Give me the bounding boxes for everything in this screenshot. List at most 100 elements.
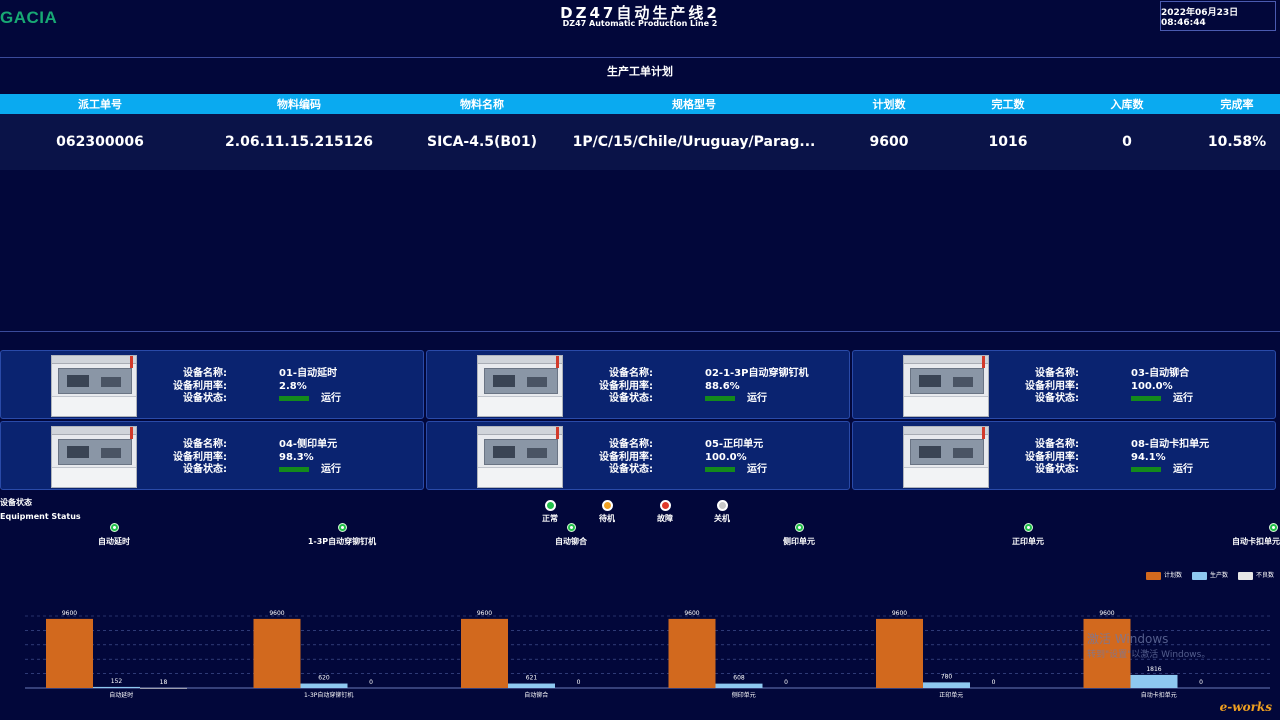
table-cell: 0 bbox=[1122, 134, 1132, 150]
bar-value-label: 152 bbox=[111, 678, 123, 685]
legend-item-produced[interactable]: 生产数 bbox=[1191, 570, 1228, 580]
label-util: 设备利用率: bbox=[599, 380, 653, 392]
plan-table-header: 派工单号 物料编码 物料名称 规格型号 计划数 完工数 入库数 完成率 bbox=[0, 94, 1280, 114]
watermark-line1: 激活 Windows bbox=[1087, 632, 1169, 646]
col-header: 物料编码 bbox=[277, 98, 321, 111]
bar-value-label: 620 bbox=[318, 675, 330, 682]
equipment-status-label: 自动卡扣单元 bbox=[1232, 537, 1280, 546]
bar-value-label: 9600 bbox=[1099, 610, 1114, 617]
x-tick-label: 侧印单元 bbox=[732, 691, 756, 699]
chart-legend: 计划数 生产数 不良数 bbox=[1145, 570, 1274, 580]
col-header: 完成率 bbox=[1220, 98, 1254, 111]
equipment-status-label: 自动铆合 bbox=[555, 537, 587, 546]
equipment-name: 08-自动卡扣单元 bbox=[1131, 439, 1210, 450]
bar[interactable] bbox=[923, 682, 970, 688]
legend-label: 关机 bbox=[714, 514, 730, 523]
equipment-name: 01-自动延时 bbox=[279, 368, 338, 379]
equipment-status: 运行 bbox=[747, 464, 767, 475]
bar[interactable] bbox=[93, 686, 140, 688]
watermark-line2: 转到"设置"以激活 Windows。 bbox=[1087, 650, 1211, 660]
bar[interactable] bbox=[1130, 674, 1178, 688]
label-util: 设备利用率: bbox=[173, 451, 227, 463]
col-header: 物料名称 bbox=[460, 98, 504, 111]
equipment-card[interactable]: 设备名称: 设备利用率: 设备状态: 01-自动延时 2.8% 运行 bbox=[0, 350, 424, 419]
running-status-icon bbox=[794, 523, 804, 532]
bar-value-label: 621 bbox=[526, 675, 538, 682]
bar[interactable] bbox=[461, 618, 508, 688]
equipment-status-label: 正印单元 bbox=[1012, 537, 1044, 546]
equipment-card[interactable]: 设备名称: 设备利用率: 设备状态: 02-1-3P自动穿铆钉机 88.6% 运… bbox=[426, 350, 850, 419]
equipment-values: 01-自动延时 2.8% 运行 bbox=[279, 368, 341, 406]
bar[interactable] bbox=[140, 687, 187, 689]
running-status-icon bbox=[109, 523, 119, 532]
table-cell: SICA-4.5(B01) bbox=[427, 134, 537, 150]
equipment-name: 02-1-3P自动穿铆钉机 bbox=[705, 368, 809, 379]
production-bar-chart: 9600 152 18 自动延时 9600 620 0 1-3P自动穿铆钉机 9600 621 0 自… bbox=[25, 610, 1270, 699]
legend-swatch bbox=[1237, 571, 1253, 580]
equipment-name: 05-正印单元 bbox=[705, 439, 764, 450]
bar[interactable] bbox=[508, 683, 555, 688]
header: GACIA DZ47自动生产线2 DZ47 Automatic Producti… bbox=[0, 0, 1280, 58]
legend-item-defect[interactable]: 不良数 bbox=[1237, 570, 1274, 580]
bar[interactable] bbox=[253, 618, 301, 688]
legend-item-plan[interactable]: 计划数 bbox=[1145, 570, 1182, 580]
label-status: 设备状态: bbox=[609, 393, 653, 404]
equipment-status-item: 自动延时 bbox=[64, 523, 164, 547]
bar[interactable] bbox=[668, 618, 716, 688]
running-status-icon bbox=[1023, 523, 1033, 532]
windows-activation-watermark: 激活 Windows 转到"设置"以激活 Windows。 bbox=[1087, 630, 1210, 660]
status-bar bbox=[279, 466, 309, 472]
bar[interactable] bbox=[1083, 618, 1131, 688]
equipment-status-label: 自动延时 bbox=[98, 537, 130, 546]
equipment-name: 03-自动铆合 bbox=[1131, 368, 1190, 379]
bar-value-label: 0 bbox=[577, 679, 581, 686]
equipment-status-item: 侧印单元 bbox=[749, 523, 849, 547]
label-status: 设备状态: bbox=[609, 464, 653, 475]
bar-value-label: 0 bbox=[1199, 679, 1203, 686]
x-tick-label: 自动铆合 bbox=[524, 691, 548, 699]
x-tick-label: 自动延时 bbox=[109, 691, 133, 699]
legend-label: 正常 bbox=[542, 514, 558, 523]
equipment-util: 94.1% bbox=[1131, 451, 1166, 463]
page-title: DZ47自动生产线2 bbox=[560, 4, 720, 22]
table-cell: 9600 bbox=[869, 134, 909, 150]
legend-label: 生产数 bbox=[1209, 572, 1228, 579]
equipment-values: 03-自动铆合 100.0% 运行 bbox=[1131, 368, 1193, 406]
equipment-values: 08-自动卡扣单元 94.1% 运行 bbox=[1131, 439, 1209, 477]
bar-value-label: 9600 bbox=[62, 610, 77, 617]
equipment-util: 98.3% bbox=[279, 451, 314, 463]
equipment-card[interactable]: 设备名称: 设备利用率: 设备状态: 08-自动卡扣单元 94.1% 运行 bbox=[852, 421, 1276, 490]
equipment-status: 运行 bbox=[321, 464, 341, 475]
bar[interactable] bbox=[46, 618, 93, 688]
status-section-subtitle: Equipment Status bbox=[0, 512, 81, 521]
legend-label: 计划数 bbox=[1163, 572, 1182, 579]
equipment-labels: 设备名称: 设备利用率: 设备状态: bbox=[599, 439, 653, 477]
bar-value-label: 608 bbox=[733, 675, 745, 682]
equipment-labels: 设备名称: 设备利用率: 设备状态: bbox=[599, 368, 653, 406]
legend-off: 关机 bbox=[702, 500, 742, 524]
bar[interactable] bbox=[300, 683, 348, 688]
machine-image bbox=[903, 355, 989, 417]
bar-value-label: 0 bbox=[369, 679, 373, 686]
label-name: 设备名称: bbox=[609, 368, 653, 379]
machine-image bbox=[51, 355, 137, 417]
status-section-title: 设备状态 bbox=[0, 498, 32, 507]
equipment-card[interactable]: 设备名称: 设备利用率: 设备状态: 03-自动铆合 100.0% 运行 bbox=[852, 350, 1276, 419]
machine-image bbox=[51, 426, 137, 488]
label-util: 设备利用率: bbox=[599, 451, 653, 463]
legend-normal: 正常 bbox=[530, 500, 570, 524]
equipment-card[interactable]: 设备名称: 设备利用率: 设备状态: 05-正印单元 100.0% 运行 bbox=[426, 421, 850, 490]
eworks-logo: e-works bbox=[1219, 700, 1272, 714]
bar[interactable] bbox=[715, 683, 763, 688]
equipment-card[interactable]: 设备名称: 设备利用率: 设备状态: 04-侧印单元 98.3% 运行 bbox=[0, 421, 424, 490]
running-status-icon bbox=[337, 523, 347, 532]
bar-value-label: 1816 bbox=[1146, 666, 1161, 673]
equipment-labels: 设备名称: 设备利用率: 设备状态: bbox=[1025, 368, 1079, 406]
status-dot-icon bbox=[716, 500, 728, 511]
bar[interactable] bbox=[876, 618, 923, 688]
table-cell: 1P/C/15/Chile/Uruguay/Parag... bbox=[572, 134, 816, 150]
equipment-status-item: 正印单元 bbox=[978, 523, 1078, 547]
equipment-name: 04-侧印单元 bbox=[279, 439, 338, 450]
status-dot-icon bbox=[659, 500, 671, 511]
col-header: 计划数 bbox=[872, 98, 906, 111]
